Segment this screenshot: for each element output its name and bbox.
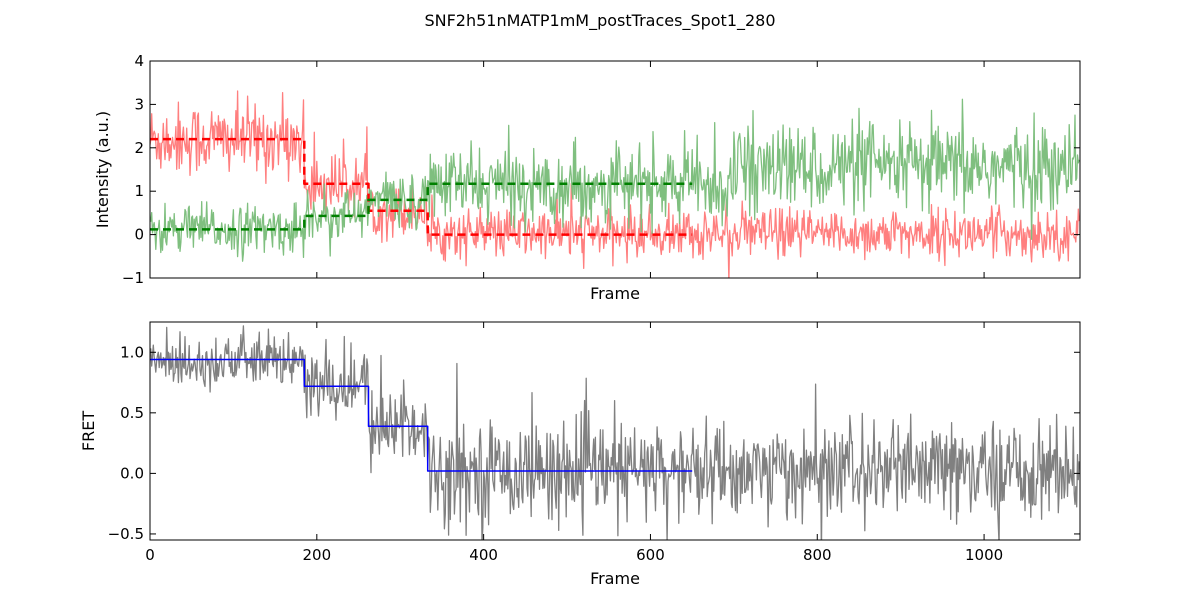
y-axis-label: FRET [79,411,98,451]
x-tick-label: 1000 [965,546,1003,564]
plot-area [150,90,1080,278]
intensity-panel: −1 0 1 2 3 4 Frame Intensity (a.u.) [93,52,1081,303]
y-axis-label: Intensity (a.u.) [93,111,112,228]
donor-trace-line [150,90,1080,278]
x-axis-label: Frame [590,284,640,303]
acceptor-trace-line [150,98,1080,262]
y-tick-label: 0 [134,226,144,244]
y-tick-label: −0.5 [108,525,144,543]
chart-title: SNF2h51nMATP1mM_postTraces_Spot1_280 [424,11,775,31]
fret-panel: 0 200 400 600 800 1000 −0.5 0.0 0.5 1.0 Frame FRET [79,321,1081,588]
plot-area [150,325,1080,540]
y-tick-label: 0.0 [120,464,144,482]
y-tick-label: −1 [122,269,144,287]
axes-frame [149,60,1081,279]
donor-fit-line [150,137,693,236]
axes-frame [149,321,1081,541]
y-tick-label: 2 [134,139,144,157]
x-tick-label: 600 [636,546,665,564]
x-tick-label: 200 [302,546,331,564]
y-tick-label: 1 [134,182,144,200]
y-tick-label: 0.5 [120,404,144,422]
x-tick-label: 800 [803,546,832,564]
acceptor-fit-line [150,182,693,231]
x-axis-label: Frame [590,569,640,588]
y-tick-label: 4 [134,52,144,70]
fret-fit-line [150,358,693,472]
y-tick-label: 3 [134,95,144,113]
x-tick-label: 0 [145,546,155,564]
x-tick-label: 400 [469,546,498,564]
y-tick-label: 1.0 [120,343,144,361]
